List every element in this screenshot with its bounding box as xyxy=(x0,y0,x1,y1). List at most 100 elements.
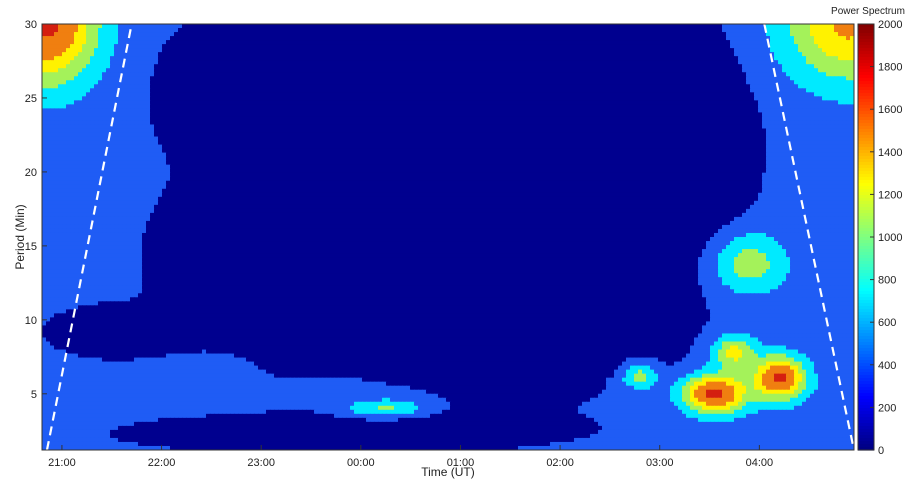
heatmap-cell xyxy=(750,76,755,81)
heatmap-cell xyxy=(390,112,395,118)
heatmap-cell xyxy=(522,108,527,114)
heatmap-cell xyxy=(70,32,75,37)
heatmap-cell xyxy=(222,24,227,29)
heatmap-cell xyxy=(838,24,843,29)
heatmap-cell xyxy=(798,48,803,53)
heatmap-cell xyxy=(166,112,171,118)
heatmap-cell xyxy=(142,100,147,105)
heatmap-cell xyxy=(794,112,799,118)
heatmap-cell xyxy=(298,92,303,97)
heatmap-cell xyxy=(414,88,419,93)
heatmap-cell xyxy=(86,64,91,69)
heatmap-cell xyxy=(814,56,819,61)
heatmap-cell xyxy=(766,84,771,89)
heatmap-cell xyxy=(498,108,503,114)
heatmap-cell xyxy=(550,96,555,101)
heatmap-cell xyxy=(750,108,755,114)
heatmap-cell xyxy=(510,116,515,122)
heatmap-cell xyxy=(434,40,439,45)
heatmap-cell xyxy=(250,44,255,49)
heatmap-cell xyxy=(770,60,775,65)
heatmap-cell xyxy=(310,44,315,49)
heatmap-cell xyxy=(262,28,267,33)
heatmap-cell xyxy=(742,28,747,33)
heatmap-cell xyxy=(502,112,507,118)
heatmap-cell xyxy=(442,68,447,73)
heatmap-cell xyxy=(658,40,663,45)
heatmap-cell xyxy=(626,24,631,29)
heatmap-cell xyxy=(654,108,659,114)
heatmap-cell xyxy=(770,88,775,93)
heatmap-cell xyxy=(202,64,207,69)
heatmap-cell xyxy=(698,28,703,33)
heatmap-cell xyxy=(58,68,63,73)
heatmap-cell xyxy=(358,28,363,33)
heatmap-cell xyxy=(302,64,307,69)
heatmap-cell xyxy=(754,32,759,37)
heatmap-cell xyxy=(290,108,295,114)
heatmap-cell xyxy=(518,44,523,49)
heatmap-cell xyxy=(286,36,291,41)
heatmap-cell xyxy=(142,56,147,61)
heatmap-cell xyxy=(762,84,767,89)
heatmap-cell xyxy=(794,72,799,77)
heatmap-cell xyxy=(490,104,495,109)
heatmap-cell xyxy=(542,32,547,37)
heatmap-cell xyxy=(46,56,51,61)
heatmap-cell xyxy=(478,100,483,105)
heatmap-cell xyxy=(614,32,619,37)
heatmap-cell xyxy=(558,68,563,73)
heatmap-cell xyxy=(306,64,311,69)
heatmap-cell xyxy=(178,112,183,118)
heatmap-cell xyxy=(54,120,59,126)
heatmap-cell xyxy=(462,60,467,65)
heatmap-cell xyxy=(658,72,663,77)
heatmap-cell xyxy=(302,112,307,118)
heatmap-cell xyxy=(122,120,127,126)
heatmap-cell xyxy=(366,28,371,33)
heatmap-cell xyxy=(682,36,687,41)
heatmap-cell xyxy=(650,64,655,69)
heatmap-cell xyxy=(646,68,651,73)
heatmap-cell xyxy=(778,112,783,118)
heatmap-cell xyxy=(454,28,459,33)
heatmap-cell xyxy=(270,68,275,73)
heatmap-cell xyxy=(550,88,555,93)
heatmap-cell xyxy=(846,104,851,109)
heatmap-cell xyxy=(646,92,651,97)
heatmap-cell xyxy=(54,116,59,122)
heatmap-cell xyxy=(102,108,107,114)
heatmap-cell xyxy=(366,92,371,97)
heatmap-cell xyxy=(434,44,439,49)
heatmap-cell xyxy=(394,104,399,109)
heatmap-cell xyxy=(646,88,651,93)
heatmap-cell xyxy=(434,76,439,81)
heatmap-cell xyxy=(490,84,495,89)
heatmap-cell xyxy=(750,24,755,29)
heatmap-cell xyxy=(794,104,799,109)
heatmap-cell xyxy=(474,112,479,118)
heatmap-cell xyxy=(226,64,231,69)
heatmap-cell xyxy=(114,92,119,97)
heatmap-cell xyxy=(270,44,275,49)
heatmap-cell xyxy=(430,72,435,77)
heatmap-cell xyxy=(550,80,555,85)
heatmap-cell xyxy=(230,40,235,45)
heatmap-cell xyxy=(562,36,567,41)
heatmap-cell xyxy=(162,92,167,97)
heatmap-cell xyxy=(394,80,399,85)
heatmap-cell xyxy=(490,68,495,73)
heatmap-cell xyxy=(286,40,291,45)
heatmap-cell xyxy=(746,44,751,49)
heatmap-cell xyxy=(694,96,699,101)
heatmap-cell xyxy=(178,84,183,89)
heatmap-cell xyxy=(266,116,271,122)
heatmap-cell xyxy=(506,52,511,57)
heatmap-cell xyxy=(98,116,103,122)
heatmap-cell xyxy=(498,40,503,45)
heatmap-cell xyxy=(818,80,823,85)
heatmap-cell xyxy=(538,32,543,37)
heatmap-cell xyxy=(570,28,575,33)
heatmap-cell xyxy=(58,116,63,122)
heatmap-cell xyxy=(130,48,135,53)
